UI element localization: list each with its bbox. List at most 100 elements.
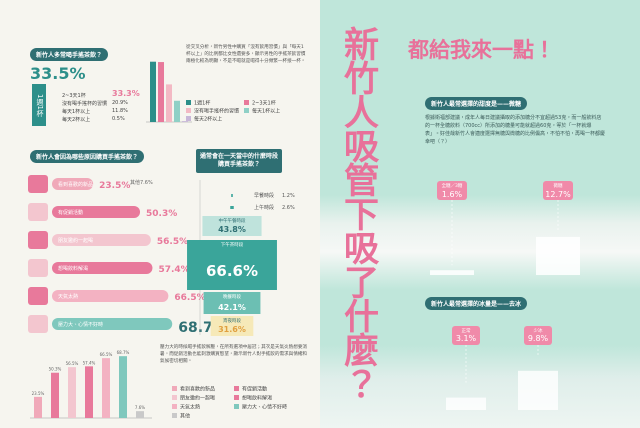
segment-value: 66.6% [206,262,258,280]
legend-label: 看到喜歡的新品 [180,386,215,393]
reason-name: 想喝飲料解渴 [58,265,88,272]
vertical-title: 新竹人吸管下吸了什麼？ [338,26,378,400]
headline: 都給我來一點！ [408,38,555,62]
sugar-photo [320,195,640,290]
funnel-minor [231,194,233,197]
legend-label: 壓力大、心情不好時 [242,404,287,411]
bar-value: 68.7% [117,350,130,355]
reason-icon [28,287,48,305]
reason-value: 66.5% [174,293,205,303]
reason-name: 壓力大、心情不好時 [58,321,103,328]
reason-name: 朋友邀約一起喝 [58,237,93,244]
frequency-item-name: 沒有喝手搖杯的習慣 [62,101,108,107]
section-title: 新竹人會因為哪些原因購買手搖茶飲？ [30,150,145,163]
legend-swatch [172,413,177,418]
funnel-title: 通常會在一天當中的什麼時段購買手搖茶飲？ [196,149,282,173]
legend-label: 1週1杯 [194,100,210,107]
frequency-item-name: 2~3天1杯 [62,93,86,99]
section-title: 新竹人最常選擇的冰量是——去冰 [425,297,528,310]
bar-value: 57.4% [83,360,96,365]
segment-value: 42.1% [218,303,246,312]
segment-name: 宵夜時段 [223,317,241,324]
headline-value: 33.5% [30,64,86,83]
legend-swatch [244,100,249,105]
legend-label: 每天1杯以上 [252,108,280,115]
bar [174,100,180,122]
frequency-item-value: 20.9% [112,100,128,106]
bar-value: 7.6% [135,405,145,410]
reason-name: 有促銷活動 [58,209,83,216]
legend-label: 2~3天1杯 [252,100,276,107]
bar [68,367,76,418]
legend-label: 有促銷活動 [242,386,267,393]
bar [34,396,42,418]
minor-name: 早餐時段 [254,192,274,199]
legend-swatch [234,404,239,409]
reason-bar [52,290,169,302]
segment-name: 晚餐時段 [223,293,241,300]
legend-swatch [186,116,191,121]
section-title: 新竹人多常喝手搖茶飲？ [30,48,109,61]
item-value: 9.8% [528,334,549,343]
ice-pile [446,397,486,410]
item-value: 3.1% [456,334,477,343]
item-name: 少冰 [534,327,543,334]
segment-value: 43.8% [218,225,246,234]
reason-bar [52,178,94,190]
minor-value: 1.2% [282,193,295,199]
frequency-item-name: 每天1杯以上 [62,109,91,115]
note: 壓力大的時候喝手搖飲解壓，在所有選項中居冠；其次是天氣炎熱想要消暑，而促銷活動也… [160,345,308,364]
funnel-minor [230,206,234,209]
legend-label: 想喝飲料解渴 [242,395,272,402]
reason-value: 57.4% [158,265,189,275]
frequency-item-value: 33.3% [112,89,140,98]
label-box [452,326,480,345]
sugar-pile [430,270,474,275]
legend-swatch [186,100,191,105]
bar [150,61,156,122]
segment-value: 31.6% [218,325,246,334]
other-name: 其他 [130,179,140,186]
reason-bar [52,234,151,246]
bar [136,411,144,418]
bar [85,366,93,418]
bar-value: 50.3% [49,367,62,372]
legend-label: 每天2杯以上 [194,116,222,123]
frequency-item-value: 0.5% [112,116,125,122]
ice-pile [518,370,558,410]
funnel-segment [210,316,254,336]
sugar-pile [536,236,580,275]
reason-value: 56.5% [157,237,188,247]
funnel-segment [202,216,262,236]
bar [102,358,110,418]
item-name: 微糖 [554,182,563,189]
funnel-segment [187,240,277,290]
minor-name: 上午時段 [254,204,274,211]
bar-value: 66.5% [100,352,113,357]
reason-icon [28,175,48,193]
bar [158,62,164,122]
reason-name: 看到喜歡的新品 [58,181,93,188]
label-box [437,181,467,200]
segment-name: 中午午餐時段 [219,217,246,224]
other-value: 7.6% [140,180,153,186]
label-box [524,326,552,345]
ice-photo [320,345,640,428]
frequency-body: 從交叉分析，新竹男性中購買「沒有飲用習慣」與「每天1杯以上」的比例都比女性還要多… [186,45,306,64]
reason-icon [28,203,48,221]
funnel-segment [203,292,261,314]
bar [51,372,59,418]
reason-icon [28,259,48,277]
label-box [543,181,573,200]
bar-value: 56.5% [66,361,79,366]
frequency-item-value: 11.8% [112,108,128,114]
bar [166,84,172,122]
legend-label: 朋友邀約一起喝 [180,395,215,402]
reason-value: 50.3% [146,209,177,219]
reason-bar [52,206,141,218]
segment-name: 下午茶時段 [221,241,244,248]
legend-swatch [234,386,239,391]
minor-value: 2.6% [282,205,295,211]
